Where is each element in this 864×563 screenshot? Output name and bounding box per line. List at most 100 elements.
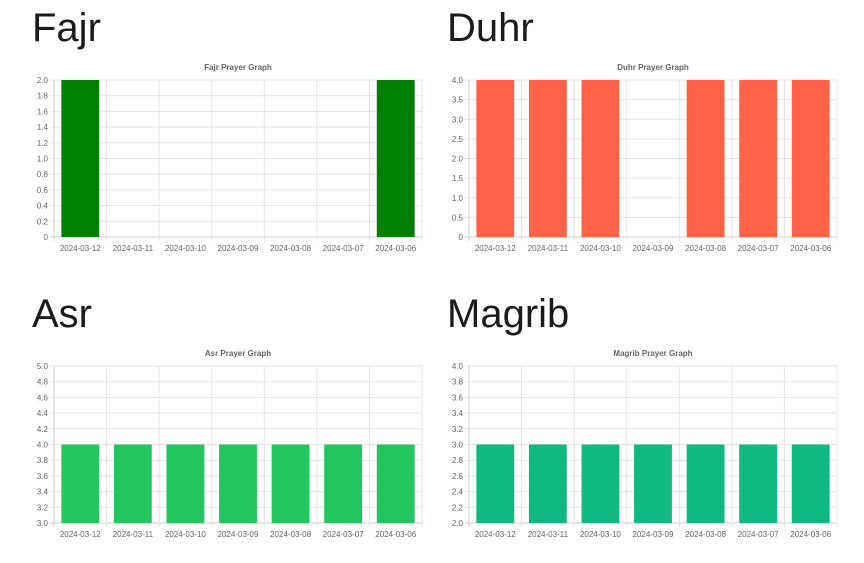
y-tick-label: 1.0 [37,155,49,164]
y-tick-label: 0 [459,233,464,242]
bar [61,80,100,237]
x-tick-label: 2024-03-06 [375,244,416,253]
x-tick-label: 2024-03-09 [633,530,674,539]
x-tick-label: 2024-03-08 [685,244,726,253]
x-tick-label: 2024-03-12 [60,530,101,539]
x-tick-label: 2024-03-08 [270,244,311,253]
y-tick-label: 4.0 [37,441,49,450]
y-tick-label: 2.6 [452,472,464,481]
x-tick-label: 2024-03-10 [580,244,621,253]
y-tick-label: 1.6 [37,107,49,116]
x-tick-label: 2024-03-06 [790,244,831,253]
x-tick-label: 2024-03-12 [60,244,101,253]
bar [686,80,725,237]
bar [271,444,310,523]
bar [324,444,363,523]
bar [113,444,152,523]
bar [376,444,415,523]
y-tick-label: 0.6 [37,186,49,195]
bar [686,444,725,523]
bar [376,80,415,237]
y-tick-label: 1.2 [37,139,49,148]
y-tick-label: 2.4 [452,488,464,497]
y-tick-label: 3.0 [452,115,464,124]
x-tick-label: 2024-03-07 [738,244,779,253]
x-tick-label: 2024-03-07 [323,530,364,539]
x-tick-label: 2024-03-06 [790,530,831,539]
asr-heading: Asr [32,292,92,336]
x-tick-label: 2024-03-10 [580,530,621,539]
x-tick-label: 2024-03-07 [323,244,364,253]
y-tick-label: 2.8 [452,456,464,465]
duhr-heading: Duhr [447,6,534,50]
y-tick-label: 1.4 [37,123,49,132]
chart-title: Fajr Prayer Graph [204,63,272,72]
y-tick-label: 0.8 [37,170,49,179]
bar [476,80,515,237]
y-tick-label: 2.0 [37,76,49,85]
y-tick-label: 0.5 [452,213,464,222]
x-tick-label: 2024-03-10 [165,530,206,539]
y-tick-label: 4.6 [37,393,49,402]
y-tick-label: 4.2 [37,425,49,434]
y-tick-label: 3.6 [452,393,464,402]
y-tick-label: 2.0 [452,519,464,528]
bar [791,444,830,523]
x-tick-label: 2024-03-08 [685,530,726,539]
y-tick-label: 0.2 [37,217,49,226]
bar [528,80,567,237]
y-tick-label: 4.8 [37,378,49,387]
y-tick-label: 3.6 [37,472,49,481]
chart-title: Duhr Prayer Graph [617,63,689,72]
fajr-heading: Fajr [32,6,101,50]
x-tick-label: 2024-03-07 [738,530,779,539]
y-tick-label: 2.5 [452,135,464,144]
y-tick-label: 2.0 [452,155,464,164]
y-tick-label: 3.0 [37,519,49,528]
y-tick-label: 3.0 [452,441,464,450]
y-tick-label: 3.8 [452,378,464,387]
duhr-chart: Duhr Prayer Graph 0 0.5 1.0 1.5 2.0 2.5 3.0 3.5 4… [452,63,838,253]
bar [61,444,100,523]
y-tick-label: 0.4 [37,202,49,211]
x-tick-label: 2024-03-12 [475,530,516,539]
x-tick-label: 2024-03-12 [475,244,516,253]
y-tick-label: 3.5 [452,96,464,105]
x-tick-label: 2024-03-08 [270,530,311,539]
x-tick-label: 2024-03-09 [633,244,674,253]
y-tick-label: 0 [44,233,49,242]
y-tick-label: 3.2 [452,425,464,434]
y-tick-label: 1.8 [37,92,49,101]
x-tick-label: 2024-03-09 [218,244,259,253]
x-tick-label: 2024-03-10 [165,244,206,253]
y-tick-label: 3.4 [37,488,49,497]
y-tick-label: 3.8 [37,456,49,465]
asr-chart: Asr Prayer Graph 3.0 3.2 3.4 3.6 3.8 4.0 4.2 4.4… [37,349,423,539]
bar [634,444,672,523]
fajr-chart: Fajr Prayer Graph 0 0.2 0.4 0.6 0.8 1.0 1.2 1.4 1… [37,63,423,253]
x-tick-label: 2024-03-11 [113,530,154,539]
magrib-heading: Magrib [447,292,570,336]
bar [528,444,567,523]
y-tick-label: 3.4 [452,409,464,418]
x-tick-label: 2024-03-09 [218,530,259,539]
bar [219,444,257,523]
magrib-chart: Magrib Prayer Graph 2.0 2.2 2.4 2.6 2.8 3.0 3.2… [452,349,838,539]
bar [476,444,515,523]
x-tick-label: 2024-03-06 [375,530,416,539]
bar [581,80,620,237]
chart-title: Asr Prayer Graph [205,349,271,358]
y-tick-label: 1.5 [452,174,464,183]
x-tick-label: 2024-03-11 [528,530,569,539]
y-tick-label: 2.2 [452,503,464,512]
y-tick-label: 5.0 [37,362,49,371]
x-tick-label: 2024-03-11 [113,244,154,253]
bar [166,444,205,523]
y-tick-label: 4.4 [37,409,49,418]
bar [739,444,778,523]
y-tick-label: 1.0 [452,194,464,203]
chart-title: Magrib Prayer Graph [613,349,692,358]
x-tick-label: 2024-03-11 [528,244,569,253]
y-tick-label: 4.0 [452,362,464,371]
bar [739,80,778,237]
